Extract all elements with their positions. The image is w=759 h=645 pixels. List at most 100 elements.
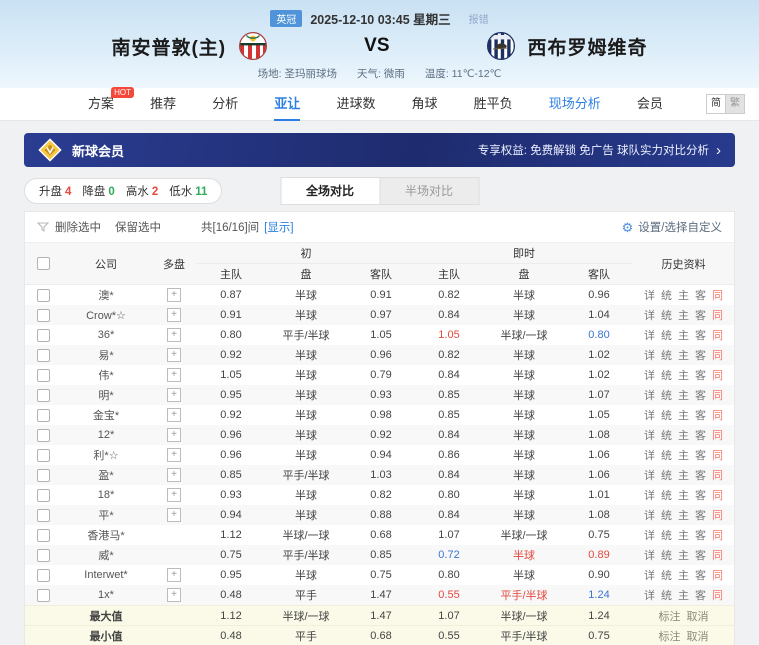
expand-plus-button[interactable]: + — [167, 308, 181, 322]
keep-selected-button[interactable]: 保留选中 — [115, 219, 161, 235]
history-link-home[interactable]: 主 — [678, 410, 689, 422]
history-link-same[interactable]: 同 — [712, 430, 723, 442]
history-link-away[interactable]: 客 — [695, 570, 706, 582]
history-link-away[interactable]: 客 — [695, 310, 706, 322]
history-link-stats[interactable]: 统 — [661, 370, 672, 382]
history-link-detail[interactable]: 详 — [644, 370, 655, 382]
history-link-away[interactable]: 客 — [695, 490, 706, 502]
row-checkbox[interactable] — [37, 309, 50, 322]
history-link-detail[interactable]: 详 — [644, 550, 655, 562]
history-link-detail[interactable]: 详 — [644, 330, 655, 342]
history-link-stats[interactable]: 统 — [661, 470, 672, 482]
nav-item-corners[interactable]: 角球 — [412, 88, 438, 119]
history-link-same[interactable]: 同 — [712, 550, 723, 562]
history-link-detail[interactable]: 详 — [644, 450, 655, 462]
summary-link-mark[interactable]: 标注 — [659, 611, 681, 623]
row-checkbox[interactable] — [37, 549, 50, 562]
history-link-away[interactable]: 客 — [695, 530, 706, 542]
row-checkbox[interactable] — [37, 529, 50, 542]
history-link-home[interactable]: 主 — [678, 430, 689, 442]
history-link-home[interactable]: 主 — [678, 590, 689, 602]
history-link-same[interactable]: 同 — [712, 290, 723, 302]
nav-item-asian-handicap[interactable]: 亚让 — [274, 88, 300, 121]
history-link-same[interactable]: 同 — [712, 530, 723, 542]
history-link-detail[interactable]: 详 — [644, 470, 655, 482]
summary-link-cancel[interactable]: 取消 — [687, 611, 709, 623]
history-link-same[interactable]: 同 — [712, 490, 723, 502]
settings-customize[interactable]: ⚙ 设置/选择自定义 — [622, 219, 722, 235]
history-link-stats[interactable]: 统 — [661, 290, 672, 302]
history-link-home[interactable]: 主 — [678, 350, 689, 362]
history-link-home[interactable]: 主 — [678, 330, 689, 342]
history-link-same[interactable]: 同 — [712, 370, 723, 382]
nav-item-recommend[interactable]: 推荐 — [150, 88, 176, 119]
history-link-detail[interactable]: 详 — [644, 590, 655, 602]
row-checkbox[interactable] — [37, 469, 50, 482]
history-link-same[interactable]: 同 — [712, 450, 723, 462]
history-link-away[interactable]: 客 — [695, 290, 706, 302]
history-link-stats[interactable]: 统 — [661, 330, 672, 342]
history-link-home[interactable]: 主 — [678, 450, 689, 462]
row-checkbox[interactable] — [37, 569, 50, 582]
expand-plus-button[interactable]: + — [167, 568, 181, 582]
lang-simplified-button[interactable]: 简 — [706, 94, 726, 114]
history-link-away[interactable]: 客 — [695, 550, 706, 562]
summary-link-mark[interactable]: 标注 — [659, 631, 681, 643]
history-link-stats[interactable]: 统 — [661, 510, 672, 522]
history-link-stats[interactable]: 统 — [661, 550, 672, 562]
history-link-away[interactable]: 客 — [695, 370, 706, 382]
expand-plus-button[interactable]: + — [167, 288, 181, 302]
delete-selected-button[interactable]: 删除选中 — [55, 219, 101, 235]
history-link-away[interactable]: 客 — [695, 510, 706, 522]
history-link-away[interactable]: 客 — [695, 450, 706, 462]
history-link-away[interactable]: 客 — [695, 430, 706, 442]
summary-link-cancel[interactable]: 取消 — [687, 631, 709, 643]
history-link-stats[interactable]: 统 — [661, 530, 672, 542]
row-checkbox[interactable] — [37, 429, 50, 442]
history-link-home[interactable]: 主 — [678, 570, 689, 582]
history-link-stats[interactable]: 统 — [661, 310, 672, 322]
row-checkbox[interactable] — [37, 489, 50, 502]
nav-item-live-analysis[interactable]: 现场分析 — [549, 88, 601, 119]
expand-plus-button[interactable]: + — [167, 408, 181, 422]
history-link-detail[interactable]: 详 — [644, 570, 655, 582]
history-link-stats[interactable]: 统 — [661, 570, 672, 582]
history-link-stats[interactable]: 统 — [661, 490, 672, 502]
history-link-same[interactable]: 同 — [712, 590, 723, 602]
history-link-same[interactable]: 同 — [712, 570, 723, 582]
history-link-home[interactable]: 主 — [678, 290, 689, 302]
history-link-home[interactable]: 主 — [678, 310, 689, 322]
row-checkbox[interactable] — [37, 449, 50, 462]
history-link-stats[interactable]: 统 — [661, 410, 672, 422]
history-link-detail[interactable]: 详 — [644, 290, 655, 302]
history-link-away[interactable]: 客 — [695, 470, 706, 482]
lang-traditional-button[interactable]: 繁 — [726, 94, 745, 114]
history-link-same[interactable]: 同 — [712, 510, 723, 522]
row-checkbox[interactable] — [37, 349, 50, 362]
tab-half-match[interactable]: 半场对比 — [380, 177, 479, 205]
history-link-detail[interactable]: 详 — [644, 510, 655, 522]
history-link-home[interactable]: 主 — [678, 390, 689, 402]
nav-item-analysis[interactable]: 分析 — [212, 88, 238, 119]
history-link-detail[interactable]: 详 — [644, 390, 655, 402]
history-link-away[interactable]: 客 — [695, 590, 706, 602]
history-link-away[interactable]: 客 — [695, 330, 706, 342]
history-link-same[interactable]: 同 — [712, 470, 723, 482]
history-link-home[interactable]: 主 — [678, 490, 689, 502]
row-checkbox[interactable] — [37, 589, 50, 602]
history-link-same[interactable]: 同 — [712, 330, 723, 342]
row-checkbox[interactable] — [37, 389, 50, 402]
nav-item-win-draw-loss[interactable]: 胜平负 — [474, 88, 513, 119]
nav-item-goals[interactable]: 进球数 — [336, 88, 375, 119]
history-link-stats[interactable]: 统 — [661, 430, 672, 442]
expand-plus-button[interactable]: + — [167, 508, 181, 522]
history-link-away[interactable]: 客 — [695, 410, 706, 422]
expand-plus-button[interactable]: + — [167, 388, 181, 402]
history-link-same[interactable]: 同 — [712, 350, 723, 362]
history-link-stats[interactable]: 统 — [661, 350, 672, 362]
show-link[interactable]: [显示] — [264, 219, 293, 235]
expand-plus-button[interactable]: + — [167, 448, 181, 462]
history-link-detail[interactable]: 详 — [644, 410, 655, 422]
row-checkbox[interactable] — [37, 369, 50, 382]
